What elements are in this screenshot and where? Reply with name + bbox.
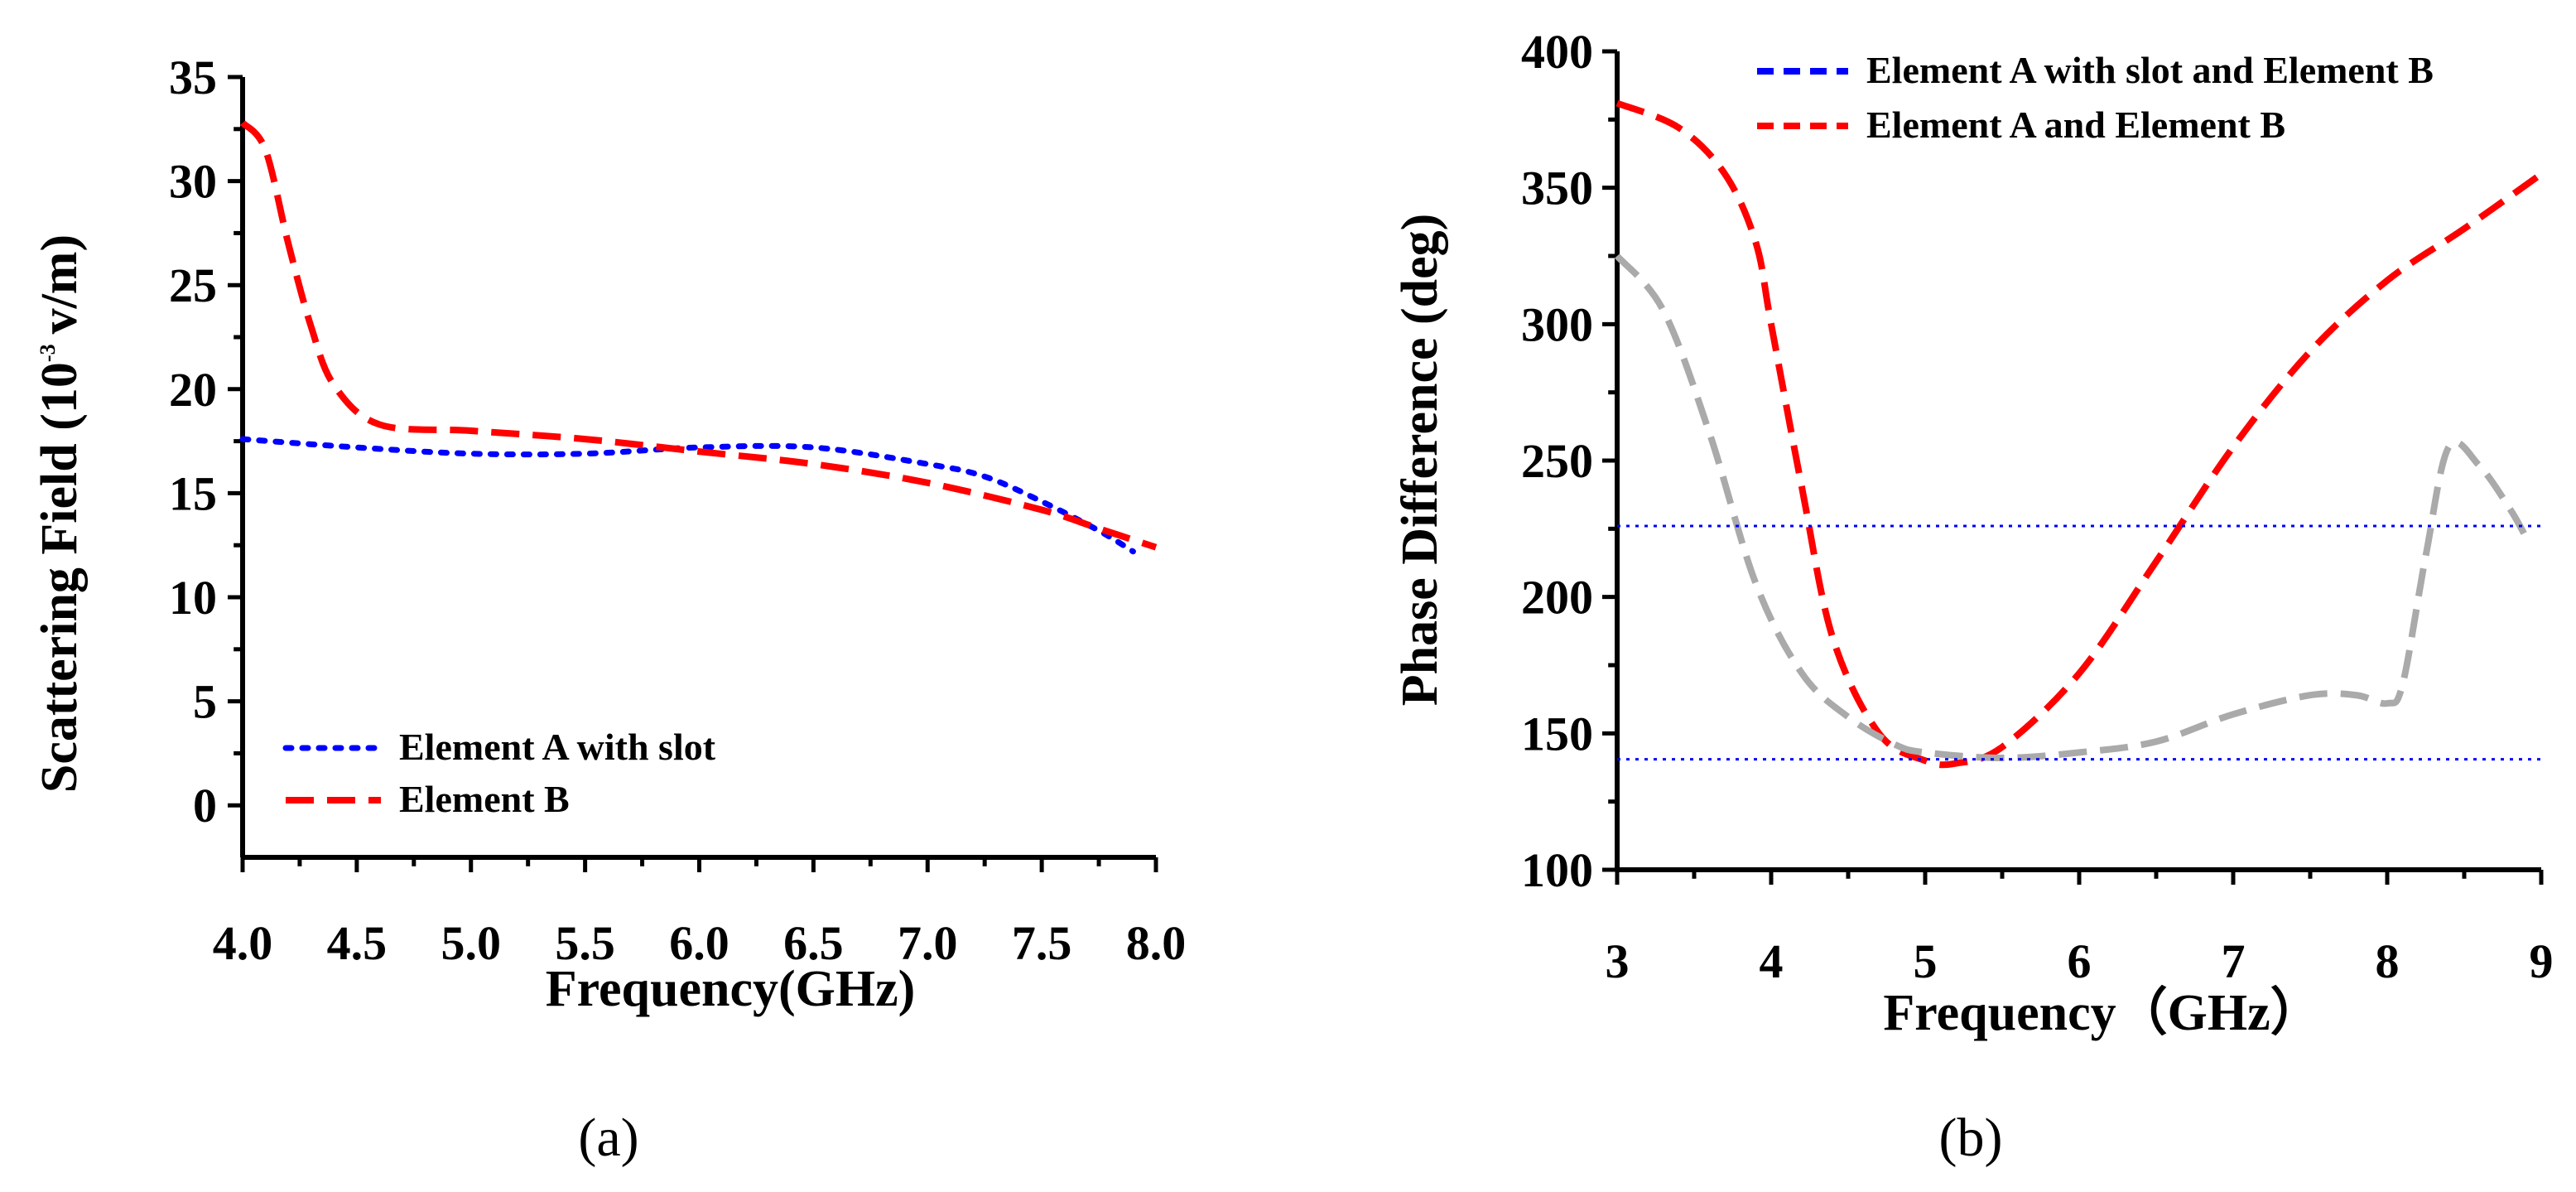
panel-a-x-axis-title: Frequency(GHz) [546,961,916,1017]
panel-a-x-tick-label: 8.0 [1126,916,1187,970]
panel-b-x-tick-label: 9 [2530,934,2554,988]
panel-a-x-tick-label: 7.0 [898,916,958,970]
panel-a-y-axis-title: Scattering Field (10-3 v/m) [31,234,88,793]
panel-b-x-tick-label: 6 [2068,934,2092,988]
panel-a-y-axis-title-exponent: -3 [36,344,60,362]
panel-b-y-tick-label: 200 [1521,571,1593,625]
panel-b-x-tick-label: 7 [2222,934,2246,988]
panel-a-x-tick-label: 5.0 [441,916,502,970]
panel-b-y-tick-label: 150 [1521,707,1593,760]
panel-a-caption: (a) [578,1108,638,1168]
panel-b-y-tick-label: 350 [1521,162,1593,215]
panel-a-legend-label: Element B [399,778,570,820]
panel-a-y-axis-title-main: Scattering Field (10 [31,362,88,793]
panel-a-y-tick-label: 20 [169,363,217,417]
panel-b-x-tick-label: 3 [1606,934,1630,988]
panel-a-x-tick-label: 5.5 [555,916,615,970]
panel-a-y-tick-label: 30 [169,155,217,209]
panel-b-y-tick-label: 100 [1521,843,1593,897]
panel-a-x-tick-label: 7.5 [1012,916,1072,970]
panel-b-chart: 3 4 5 6 7 8 9 100 150 200 250 300 350 400 Element A wi… [1521,25,2554,988]
panel-b-caption: (b) [1939,1108,2003,1168]
panel-b-x-tick-label: 5 [1914,934,1938,988]
panel-a-x-tick-label: 4.5 [327,916,388,970]
panel-a-y-tick-label: 10 [169,571,217,625]
panel-a-x-tick-label: 4.0 [213,916,273,970]
panel-b-y-axis-title: Phase Difference (deg) [1392,214,1448,707]
panel-b-x-axis-title: Frequency（GHz） [1883,983,2321,1041]
panel-a-y-tick-label: 35 [169,51,217,104]
panel-b-legend-label: Element A and Element B [1866,104,2285,146]
panel-a-y-tick-label: 25 [169,258,217,312]
svg-text:Scattering Field (10-3v/m): Scattering Field (10-3 v/m) [31,234,88,793]
panel-b-legend-label: Element A with slot and Element B [1866,49,2434,91]
panel-a-chart: 4.0 4.5 5.0 5.5 6.0 6.5 7.0 7.5 8.0 0 5 10 15 20 25 30 3… [169,51,1186,970]
panel-b-y-tick-label: 250 [1521,434,1593,488]
panel-b-y-tick-label: 400 [1521,25,1593,79]
panel-b-x-tick-label: 8 [2376,934,2400,988]
panel-a-x-tick-label: 6.0 [669,916,729,970]
panel-b-x-tick-label: 4 [1760,934,1784,988]
panel-b-series-gray-curve [1614,253,2529,761]
panel-b-y-tick-label: 300 [1521,297,1593,351]
panel-a-series-element-b [239,120,1158,551]
panel-a-y-axis-title-unit: v/m) [31,234,88,335]
panel-a-legend-label: Element A with slot [399,726,716,768]
panel-a-y-tick-label: 15 [169,466,217,520]
panel-a-y-tick-label: 0 [193,779,217,832]
panel-a-x-tick-label: 6.5 [783,916,844,970]
panel-a-series-element-a-with-slot [239,436,1136,555]
panel-b-series-element-a-and-element-b [1615,99,2544,769]
panel-a-y-tick-label: 5 [193,675,217,729]
